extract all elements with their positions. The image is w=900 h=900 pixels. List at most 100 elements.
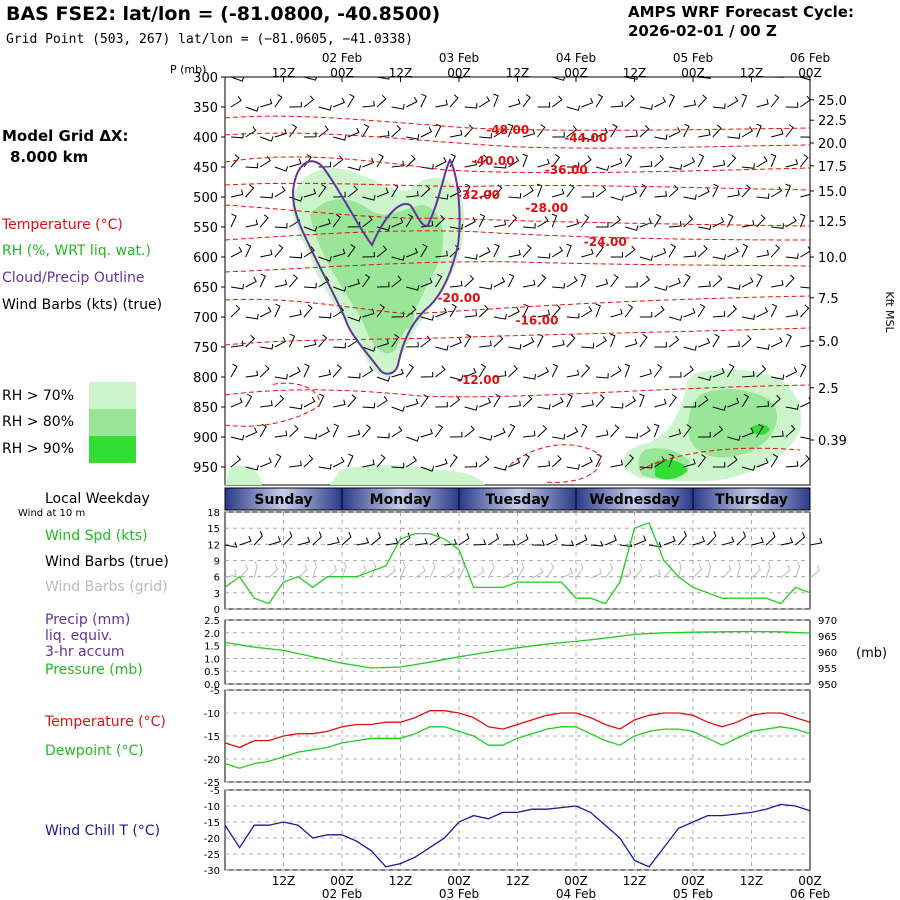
wind-barb [449,303,457,318]
wind-barb [245,313,259,320]
wind-barb [800,136,810,138]
grid-wind-barb [780,565,791,579]
wind-barb [522,244,532,258]
wind-barb [727,397,740,408]
wind-barb [800,286,810,289]
wind-barb [376,454,386,468]
wind-barb [508,98,521,108]
top-time-tick-label: 00Z [681,66,705,80]
surface-wind-barb [253,530,263,546]
wind-barb [683,365,694,378]
wind-barb [391,406,405,412]
wind-barb [332,423,339,438]
wind-barb [420,277,433,288]
wind-barb [391,124,402,138]
wind-barb [785,425,796,438]
wind-barb [303,433,317,440]
wind-barb [332,456,345,468]
wind-barb [508,193,522,199]
wind-barb [727,96,739,108]
wind-barb [624,396,637,408]
wind-barb [624,363,631,378]
wind-barb [362,251,375,258]
wind-barb [697,303,706,318]
temperature-contour-label: -28.00 [525,201,568,215]
wind-barb [303,454,314,468]
liq-equiv-label: liq. equiv. [45,628,113,644]
wind-barb [230,132,244,139]
wind-barb [785,77,787,78]
height-tick-label: 2.5 [818,382,839,397]
wind-barb [683,458,696,468]
wind-barb [537,253,551,259]
wind-barb [362,195,376,201]
surface-wind-barb [809,537,823,546]
wind-barb [741,465,756,471]
wind-barb [391,217,404,228]
bottom-date-label: 03 Feb [439,887,479,900]
wind-barb [668,453,674,468]
wind-barb [288,333,296,348]
y-tick-label: 6 [214,573,220,584]
wind-barb [727,247,739,258]
y-tick-label: -5 [210,786,220,797]
wind-barb [800,154,809,168]
wind-barb [259,273,266,288]
wind-barb [479,284,493,290]
wind-barb [595,244,604,258]
wind-chill-line [224,803,811,868]
wind-barb [683,273,691,288]
temperature-contour-label: -48.00 [486,123,529,137]
wind-barb [289,274,299,288]
y-tick-label: -20 [204,755,220,766]
wind-barb [552,77,566,81]
grid-wind-barb [370,561,377,579]
height-tick-label: 12.5 [818,215,847,230]
wind-barb [245,243,252,258]
dewpoint-label: Dewpoint (°C) [45,743,144,759]
wind-barb [406,398,419,408]
legend-rh: RH (%, WRT liq. wat.) [2,243,151,259]
top-date-label: 06 Feb [790,51,830,65]
weekday-label: Sunday [254,492,312,508]
precip-tick-label: 1.0 [204,654,220,665]
wind-barb [318,312,332,319]
wind-barb [362,77,364,78]
wind-barb [435,307,448,318]
wind-barb [230,455,242,468]
grid-wind-barb [648,568,662,579]
wind-barb [566,393,573,408]
wind-barb [464,216,476,228]
wind-barb [800,344,810,348]
wind-barb [785,253,799,259]
grid-wind-barb [283,561,288,579]
pressure-tick-label: 400 [193,131,218,146]
wind-barb [741,184,751,198]
wind-barb [274,186,286,198]
wind-barb [741,314,756,320]
wind-barb [756,400,770,408]
wind-barb [624,153,633,168]
wind-barb [668,93,676,108]
wind-barb [405,96,418,108]
wind-barb [361,274,371,288]
model-grid-label: Model Grid ΔX: [2,127,129,145]
wind-barb [347,372,361,379]
height-tick-label: 0.39 [818,434,847,449]
wind-barb [376,77,390,80]
wind-barb [799,213,806,228]
top-time-tick-label: 00Z [330,66,354,80]
wind-barb [551,213,558,228]
weekday-label: Monday [370,492,432,508]
cloud-precip-outline [292,157,461,375]
wind-barb [479,189,492,198]
y-tick-label: 0 [214,605,220,616]
wind-barb [727,305,738,318]
wind-barb [333,248,346,258]
precip-tick-label: 0.0 [204,680,220,691]
wind-barb [347,394,357,408]
pressure-tick-label: 850 [193,401,218,416]
wind-barb [303,339,317,348]
wind-barb [537,216,549,228]
wind-barb [230,434,245,441]
